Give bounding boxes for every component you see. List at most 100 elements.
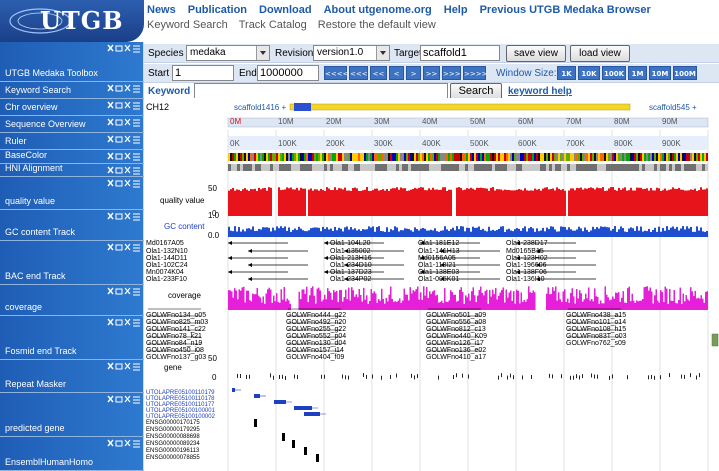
sidebar-track-coverage[interactable]: coverage — [0, 285, 144, 316]
window-size-10m[interactable]: 10M — [649, 66, 671, 80]
coverage-bar — [363, 287, 365, 310]
alignment-mark — [573, 164, 576, 171]
sidebar-track-repeat-masker[interactable]: Repeat Masker — [0, 360, 144, 393]
alignment-mark — [519, 164, 522, 171]
track-controls-icon[interactable] — [107, 438, 141, 449]
track-controls-icon[interactable] — [107, 317, 141, 328]
sidebar-track-bac-end-track[interactable]: BAC end Track — [0, 241, 144, 285]
track-controls-icon[interactable] — [107, 43, 141, 54]
logo-text: UTGB — [40, 6, 124, 35]
nav-about[interactable]: About utgenome.org — [323, 4, 432, 16]
coverage-bar — [703, 302, 705, 310]
sidebar-track-keyword-search[interactable]: Keyword Search — [0, 82, 144, 99]
coverage-bar — [486, 289, 488, 310]
nav-previous-browser[interactable]: Previous UTGB Medaka Browser — [479, 4, 651, 16]
revision-select[interactable]: version1.0 — [313, 45, 390, 61]
quality-value-bar — [488, 190, 490, 216]
track-controls-icon[interactable] — [107, 394, 141, 405]
base-color-mark — [700, 153, 702, 161]
nav-publication[interactable]: Publication — [187, 4, 248, 16]
track-controls-icon[interactable] — [107, 286, 141, 297]
alignment-mark — [363, 164, 366, 171]
sidebar-track-hni-alignment[interactable]: HNI Alignment — [0, 163, 144, 177]
coverage-bar — [402, 300, 404, 310]
sidebar-track-quality-value[interactable]: quality value — [0, 177, 144, 210]
coverage-bar — [502, 287, 504, 310]
nav-news[interactable]: News — [147, 4, 176, 16]
quality-value-bar — [480, 187, 482, 216]
quality-value-bar — [636, 187, 638, 216]
window-size-100m[interactable]: 100M — [673, 66, 697, 80]
bac-clone-label: Ola1-234P02 — [330, 276, 371, 283]
nav-download[interactable]: Download — [259, 4, 312, 16]
track-controls-icon[interactable] — [107, 178, 141, 189]
bac-clone-arrow-icon — [228, 256, 232, 260]
coverage-bar — [366, 295, 368, 310]
alignment-mark — [705, 164, 708, 171]
subnav-keyword-search[interactable]: Keyword Search — [147, 19, 228, 31]
bac-clone-label: Ola1-234D10 — [330, 262, 372, 269]
utgb-logo[interactable]: UTGB — [0, 0, 144, 42]
base-color-mark — [334, 153, 336, 161]
track-controls-icon[interactable] — [107, 211, 141, 222]
alignment-mark — [318, 164, 321, 171]
keyword-input[interactable] — [194, 83, 448, 99]
scroll-button-4[interactable]: > — [406, 66, 421, 80]
sidebar-track-predicted-gene[interactable]: predicted gene — [0, 393, 144, 437]
coverage-bar — [274, 301, 276, 310]
target-input[interactable]: scaffold1 — [420, 45, 500, 61]
scroll-button-3[interactable]: < — [389, 66, 404, 80]
scroll-button-2[interactable]: << — [370, 66, 387, 80]
bac-clone-arrow-icon — [248, 277, 252, 281]
keyword-help-link[interactable]: keyword help — [508, 86, 572, 97]
window-size-1m[interactable]: 1M — [628, 66, 647, 80]
scroll-button-6[interactable]: >>> — [442, 66, 461, 80]
track-controls-icon[interactable] — [107, 134, 141, 145]
sidebar-track-utgb-medaka-toolbox[interactable]: UTGB Medaka Toolbox — [0, 42, 144, 82]
window-size-10k[interactable]: 10K — [578, 66, 600, 80]
sidebar-track-label: HNI Alignment — [5, 163, 63, 173]
sidebar-track-basecolor[interactable]: BaseColor — [0, 150, 144, 164]
sidebar-track-gc-content-track[interactable]: GC content Track — [0, 210, 144, 241]
species-select[interactable]: medaka — [186, 45, 270, 61]
track-controls-icon[interactable] — [107, 165, 141, 176]
sidebar-track-chr-overview[interactable]: Chr overview — [0, 99, 144, 116]
bac-clone-label: Ola1-132N10 — [146, 248, 188, 255]
track-controls-icon[interactable] — [107, 242, 141, 253]
sidebar-track-ruler[interactable]: Ruler — [0, 133, 144, 150]
coverage-bar — [504, 302, 506, 310]
scroll-button-0[interactable]: <<<< — [324, 66, 348, 80]
gc-content-bar — [628, 228, 630, 237]
nav-help[interactable]: Help — [443, 4, 468, 16]
coverage-bar — [445, 301, 447, 310]
sidebar-track-ensemblhumanhomo[interactable]: EnsemblHumanHomo — [0, 437, 144, 471]
repeat-mark — [342, 374, 343, 379]
track-controls-icon[interactable] — [107, 151, 141, 162]
track-controls-icon[interactable] — [107, 83, 141, 94]
track-controls-icon[interactable] — [107, 117, 141, 128]
repeat-mark — [498, 375, 499, 380]
sidebar-track-fosmid-end-track[interactable]: Fosmid end Track — [0, 316, 144, 360]
base-color-mark — [568, 153, 570, 161]
scroll-button-1[interactable]: <<< — [349, 66, 368, 80]
subnav-track-catalog[interactable]: Track Catalog — [238, 19, 307, 31]
scroll-button-5[interactable]: >> — [423, 66, 440, 80]
track-controls-icon[interactable] — [107, 100, 141, 111]
base-color-mark — [652, 153, 654, 161]
start-input[interactable]: 1 — [172, 65, 234, 81]
scroll-button-7[interactable]: >>>> — [463, 66, 487, 80]
predicted-gene-exon — [254, 394, 260, 398]
window-size-100k[interactable]: 100K — [602, 66, 626, 80]
save-view-button[interactable]: save view — [506, 45, 566, 62]
alignment-mark — [405, 164, 408, 171]
sidebar-track-sequence-overview[interactable]: Sequence Overview — [0, 116, 144, 133]
track-controls-icon[interactable] — [107, 361, 141, 372]
load-view-button[interactable]: load view — [570, 45, 630, 62]
alignment-mark — [516, 164, 519, 171]
subnav-restore-default[interactable]: Restore the default view — [317, 19, 436, 31]
base-color-mark — [324, 153, 326, 161]
quality-axis-min: 0 — [212, 209, 217, 218]
base-color-mark — [530, 153, 532, 161]
window-size-1k[interactable]: 1K — [557, 66, 576, 80]
end-input[interactable]: 1000000 — [257, 65, 319, 81]
